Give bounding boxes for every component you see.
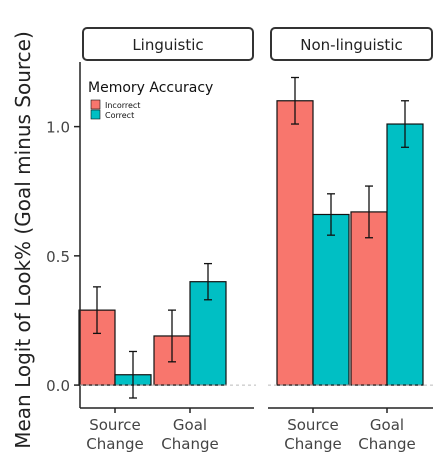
x-tick-label: Change <box>358 435 415 453</box>
facet-strip-label: Linguistic <box>132 36 203 54</box>
facet-strip <box>82 27 254 61</box>
x-tick-label: Goal <box>370 416 404 434</box>
y-tick-label: 0.0 <box>46 377 70 395</box>
legend-swatch-correct <box>90 109 101 120</box>
legend-label: Incorrect <box>105 101 140 110</box>
legend-swatch-incorrect <box>90 99 101 110</box>
y-axis-label: Mean Logit of Look% (Goal minus Source) <box>11 31 35 449</box>
y-tick-label: 1.0 <box>46 119 70 137</box>
axes <box>74 27 435 413</box>
facet-strip-label: Non-linguistic <box>300 36 402 54</box>
x-tick-label: Change <box>284 435 341 453</box>
bar-correct <box>312 213 350 386</box>
x-tick-label: Source <box>287 416 339 434</box>
legend-label: Correct <box>105 111 134 120</box>
x-tick-label: Goal <box>173 416 207 434</box>
facet-strip <box>270 27 433 61</box>
bar-correct <box>386 123 424 386</box>
chart-text: Mean Logit of Look% (Goal minus Source) 0… <box>11 31 416 453</box>
x-tick-label: Change <box>161 435 218 453</box>
x-tick-label: Source <box>89 416 141 434</box>
x-tick-label: Change <box>86 435 143 453</box>
y-tick-label: 0.5 <box>46 248 70 266</box>
bars <box>78 76 424 399</box>
bar-incorrect <box>276 100 314 386</box>
legend-title: Memory Accuracy <box>88 80 213 96</box>
